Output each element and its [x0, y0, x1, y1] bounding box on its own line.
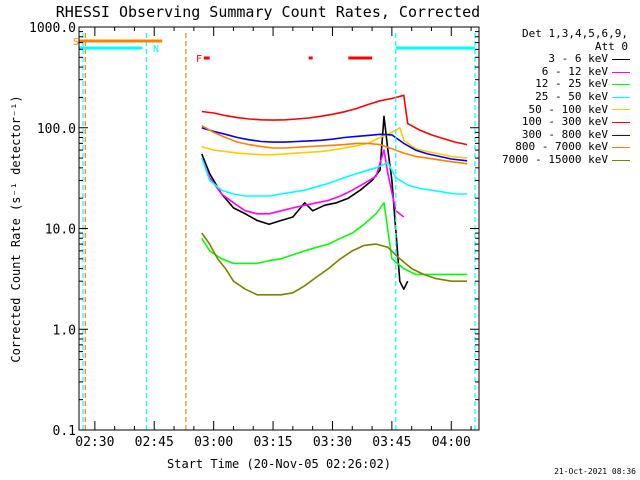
x-tick-label: 03:30	[313, 435, 352, 450]
legend-entry-6-12-kev: 6 - 12 keV	[470, 64, 630, 79]
legend-header-line-1: Det 1,3,4,5,6,9,	[522, 27, 628, 40]
segment-bars: S N F	[73, 37, 475, 65]
x-axis-label: Start Time (20-Nov-05 02:26:02)	[167, 457, 391, 471]
legend-label: 100 - 300 keV	[521, 115, 608, 129]
vertical-markers	[82, 33, 476, 430]
series-line-12-25-kev	[201, 202, 468, 276]
legend-entry-300-800-kev: 300 - 800 keV	[470, 127, 630, 142]
legend-swatch	[612, 84, 630, 86]
series-line-100-300-kev	[201, 94, 468, 146]
y-tick-label: 1.0	[53, 323, 76, 338]
series-group	[201, 94, 468, 296]
legend-entry-3-6-kev: 3 - 6 keV	[470, 53, 630, 66]
legend-label: 6 - 12 keV	[541, 64, 608, 78]
legend-swatch	[612, 71, 630, 73]
y-axis-label: Corrected Count Rate (s⁻¹ detector⁻¹)	[9, 95, 23, 362]
series-line-25-50-kev	[201, 157, 468, 197]
series-line-800-7000-kev	[201, 124, 468, 165]
legend-header-line-2: Att 0	[594, 39, 628, 53]
y-tick-label: 1000.0	[29, 21, 76, 36]
x-tick-label: 03:45	[372, 435, 411, 450]
legend-swatch	[612, 134, 630, 136]
legend-swatch	[612, 121, 630, 123]
legend-label: 25 - 50 keV	[535, 89, 608, 103]
series-line-7000-15000-kev	[201, 232, 468, 296]
legend-label: 300 - 800 keV	[521, 127, 608, 141]
x-tick-label: 02:30	[75, 435, 114, 450]
plot-frame	[78, 26, 480, 431]
legend-entry-7000-15000-kev: 7000 - 15000 keV	[470, 152, 630, 167]
legend-entry-100-300-kev: 100 - 300 keV	[470, 116, 630, 129]
legend: Det 1,3,4,5,6,9, Att 0 3 - 6 keV 6 - 12 k…	[470, 27, 630, 167]
x-tick-label: 03:15	[253, 435, 292, 450]
segment-flag-n: N	[153, 44, 159, 55]
legend-swatch	[612, 159, 630, 161]
y-tick-label: 10.0	[45, 223, 76, 238]
legend-label: 12 - 25 keV	[535, 77, 608, 91]
x-tick-label: 03:00	[194, 435, 233, 450]
y-tick-label: 100.0	[37, 122, 76, 137]
x-tick-label: 04:00	[432, 435, 471, 450]
series-line-300-800-kev	[201, 127, 468, 162]
generation-timestamp: 21-Oct-2021 08:36	[554, 467, 636, 476]
axes: 0.1 1.0 10.0 100.0 1000.0 02:30 02:45 03:00 03:1…	[29, 21, 480, 450]
legend-label: 50 - 100 keV	[528, 102, 608, 116]
segment-flag-s: S	[73, 37, 79, 48]
segment-flag-f: F	[196, 54, 202, 65]
legend-entry-50-100-kev: 50 - 100 keV	[470, 102, 630, 117]
x-tick-label: 02:45	[135, 435, 174, 450]
legend-swatch	[612, 147, 630, 149]
legend-entry-25-50-kev: 25 - 50 keV	[470, 89, 630, 104]
legend-swatch	[612, 109, 630, 111]
legend-label: 800 - 7000 keV	[515, 140, 608, 154]
legend-swatch	[612, 58, 630, 60]
series-line-50-100-kev	[201, 127, 468, 159]
y-tick-label: 0.1	[53, 424, 76, 439]
legend-entry-12-25-kev: 12 - 25 keV	[470, 78, 630, 91]
legend-entry-800-7000-kev: 800 - 7000 keV	[470, 141, 630, 154]
legend-swatch	[612, 96, 630, 98]
chart-title: RHESSI Observing Summary Count Rates, Co…	[56, 3, 480, 21]
legend-label: 3 - 6 keV	[548, 52, 608, 66]
legend-label: 7000 - 15000 keV	[502, 152, 608, 166]
legend-entries: 3 - 6 keV 6 - 12 keV 12 - 25 keV 25 - 50 ke…	[470, 53, 630, 166]
series-line-6-12-kev	[201, 149, 405, 218]
series-line-3-6-kev	[201, 115, 409, 291]
